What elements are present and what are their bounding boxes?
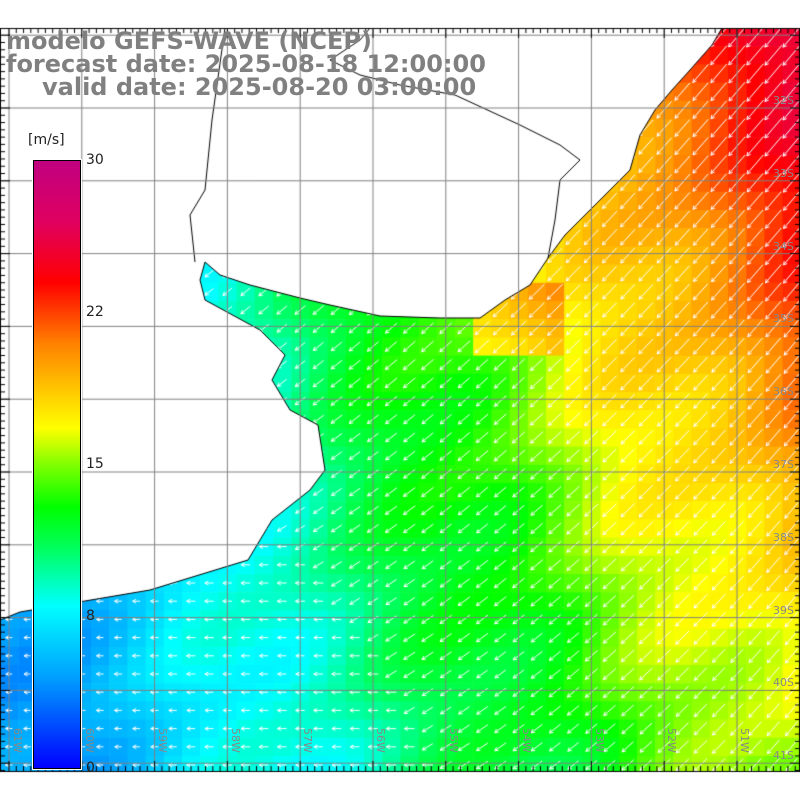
title-valid-date: valid date: 2025-08-20 03:00:00 — [42, 73, 477, 101]
latitude-label: 34S — [773, 239, 794, 253]
latitude-label: 32S — [773, 94, 794, 107]
colorbar-label-8: 8 — [86, 608, 95, 624]
longitude-label: 54W — [519, 728, 533, 753]
latitude-label: 38S — [773, 530, 794, 544]
longitude-label: 55W — [447, 728, 460, 753]
longitude-label: 59W — [155, 728, 169, 753]
longitude-label: 58W — [228, 728, 242, 753]
longitude-label: 60W — [83, 728, 96, 753]
colorbar-label-30: 30 — [86, 152, 104, 168]
latitude-label: 37S — [773, 458, 794, 471]
colorbar-label-22: 22 — [86, 304, 104, 320]
colorbar-units: [m/s] — [28, 132, 65, 148]
colorbar-label-0: 0 — [86, 760, 95, 776]
title-forecast-date: forecast date: 2025-08-18 12:00:00 — [6, 50, 486, 78]
colorbar — [32, 159, 82, 770]
longitude-label: 56W — [374, 728, 388, 753]
latitude-label: 35S — [773, 312, 794, 326]
longitude-label: 51W — [738, 728, 752, 753]
latitude-label: 36S — [773, 385, 794, 399]
title-model: modelo GEFS-WAVE (NCEP) — [6, 27, 372, 55]
longitude-label: 57W — [301, 728, 315, 753]
latitude-label: 33S — [773, 166, 794, 180]
longitude-label: 61W — [11, 728, 24, 753]
colorbar-label-15: 15 — [86, 456, 104, 472]
latitude-label: 39S — [773, 603, 794, 617]
latitude-label: 41S — [773, 749, 794, 763]
latitude-label: 40S — [773, 676, 794, 690]
longitude-label: 53W — [592, 728, 606, 753]
longitude-label: 52W — [665, 728, 679, 753]
